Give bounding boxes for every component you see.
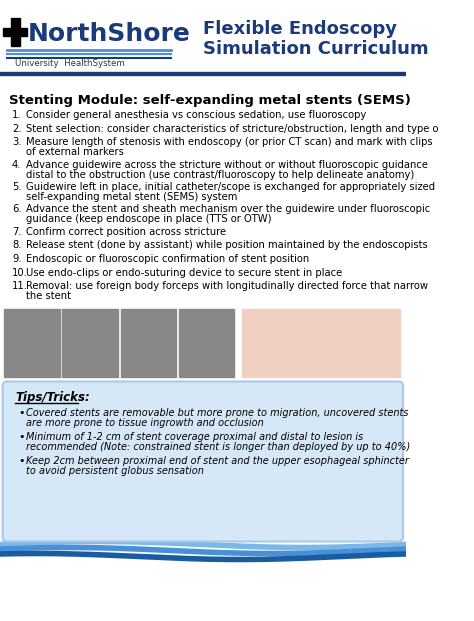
- Text: 6.: 6.: [12, 204, 22, 214]
- Text: Endoscopic or fluoroscopic confirmation of stent position: Endoscopic or fluoroscopic confirmation …: [26, 254, 309, 264]
- Text: 8.: 8.: [12, 240, 21, 250]
- Text: Stenting Module: self-expanding metal stents (SEMS): Stenting Module: self-expanding metal st…: [9, 94, 410, 107]
- Bar: [179, 309, 235, 376]
- Text: Minimum of 1-2 cm of stent coverage proximal and distal to lesion is: Minimum of 1-2 cm of stent coverage prox…: [26, 432, 363, 442]
- Text: recommended (Note: constrained stent is longer than deployed by up to 40%): recommended (Note: constrained stent is …: [26, 442, 410, 451]
- Bar: [242, 309, 401, 376]
- Text: Covered stents are removable but more prone to migration, uncovered stents: Covered stents are removable but more pr…: [26, 407, 408, 417]
- Text: Measure length of stenosis with endoscopy (or prior CT scan) and mark with clips: Measure length of stenosis with endoscop…: [26, 137, 432, 147]
- Bar: [0, 72, 406, 75]
- Text: guidance (keep endoscope in place (TTS or OTW): guidance (keep endoscope in place (TTS o…: [26, 214, 271, 225]
- Text: Use endo-clips or endo-suturing device to secure stent in place: Use endo-clips or endo-suturing device t…: [26, 268, 342, 278]
- Text: 10.: 10.: [12, 268, 28, 278]
- Text: distal to the obstruction (use contrast/fluoroscopy to help delineate anatomy): distal to the obstruction (use contrast/…: [26, 170, 414, 179]
- Text: NorthShore: NorthShore: [27, 22, 190, 46]
- Text: 7.: 7.: [12, 227, 22, 237]
- Text: 9.: 9.: [12, 254, 22, 264]
- Text: the stent: the stent: [26, 291, 71, 301]
- Text: Simulation Curriculum: Simulation Curriculum: [203, 40, 428, 58]
- Bar: [3, 28, 27, 36]
- Text: self-expanding metal stent (SEMS) system: self-expanding metal stent (SEMS) system: [26, 192, 237, 202]
- Text: Tips/Tricks:: Tips/Tricks:: [15, 391, 90, 404]
- Text: of external markers: of external markers: [26, 147, 124, 157]
- FancyBboxPatch shape: [2, 381, 403, 542]
- Text: Release stent (done by assistant) while position maintained by the endoscopists: Release stent (done by assistant) while …: [26, 240, 428, 250]
- Text: 2.: 2.: [12, 124, 22, 134]
- Text: Advance the stent and sheath mechanism over the guidewire under fluoroscopic: Advance the stent and sheath mechanism o…: [26, 204, 430, 214]
- Text: Removal: use foreign body forceps with longitudinally directed force that narrow: Removal: use foreign body forceps with l…: [26, 281, 428, 291]
- Text: Consider general anesthesia vs conscious sedation, use fluoroscopy: Consider general anesthesia vs conscious…: [26, 110, 366, 120]
- Text: Stent selection: consider characteristics of stricture/obstruction, length and t: Stent selection: consider characteristic…: [26, 124, 438, 134]
- Text: University  HealthSystem: University HealthSystem: [15, 59, 125, 68]
- Text: •: •: [19, 432, 25, 442]
- Text: •: •: [19, 455, 25, 466]
- Text: 4.: 4.: [12, 160, 21, 170]
- Bar: [121, 309, 176, 376]
- Bar: [11, 18, 20, 46]
- Text: 11.: 11.: [12, 281, 28, 291]
- Text: 3.: 3.: [12, 137, 21, 147]
- Text: to avoid persistent globus sensation: to avoid persistent globus sensation: [26, 466, 203, 476]
- Bar: [4, 309, 60, 376]
- Text: Guidewire left in place, initial catheter/scope is exchanged for appropriately s: Guidewire left in place, initial cathete…: [26, 182, 435, 192]
- Text: Flexible Endoscopy: Flexible Endoscopy: [203, 20, 397, 38]
- Text: 5.: 5.: [12, 182, 22, 192]
- Bar: [63, 309, 118, 376]
- Text: Confirm correct position across stricture: Confirm correct position across strictur…: [26, 227, 226, 237]
- Text: 1.: 1.: [12, 110, 22, 120]
- Bar: [0, 0, 406, 72]
- Text: are more prone to tissue ingrowth and occlusion: are more prone to tissue ingrowth and oc…: [26, 417, 264, 427]
- Text: Keep 2cm between proximal end of stent and the upper esophageal sphincter: Keep 2cm between proximal end of stent a…: [26, 455, 409, 466]
- Text: •: •: [19, 407, 25, 417]
- Text: Advance guidewire across the stricture without or without fluoroscopic guidance: Advance guidewire across the stricture w…: [26, 160, 428, 170]
